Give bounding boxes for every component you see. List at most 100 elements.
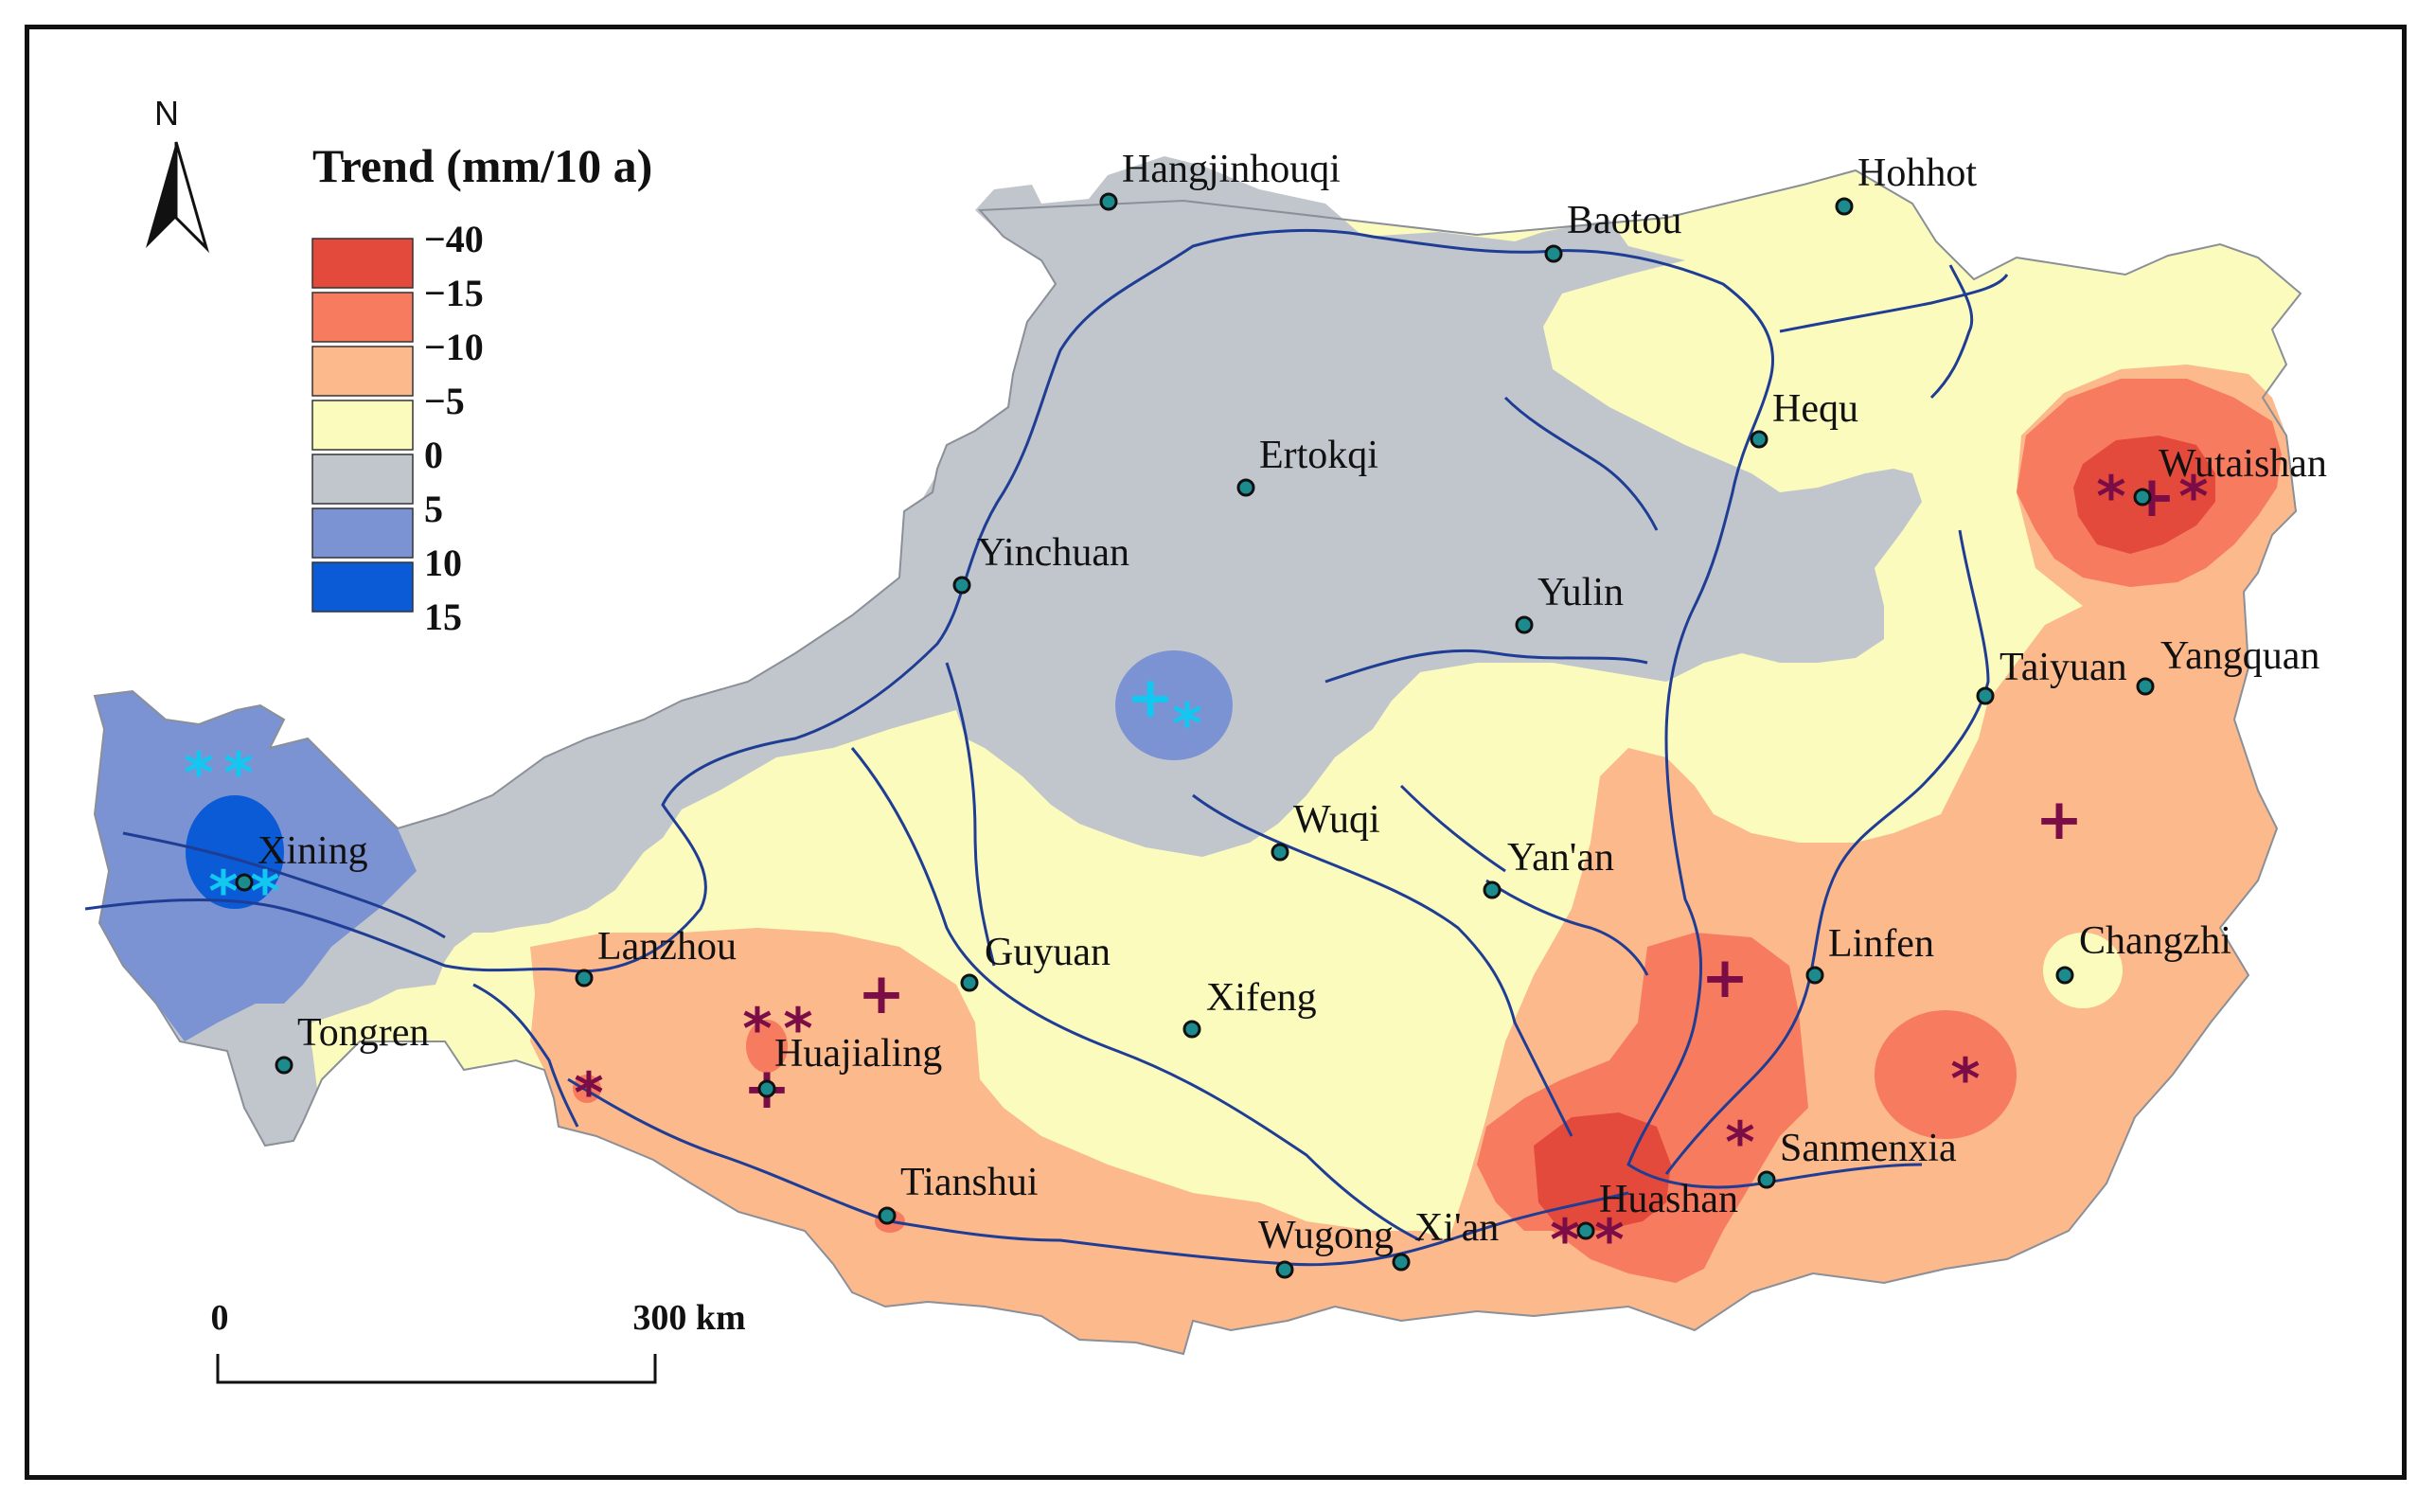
legend-label: −10	[424, 326, 484, 368]
legend-label: −40	[424, 218, 484, 260]
legend: Trend (mm/10 a) −40 −15 −10 −5 0 5 10 15	[311, 139, 652, 638]
jing-river	[850, 747, 1421, 1242]
legend-swatch	[311, 561, 414, 613]
legend-label: 0	[424, 434, 443, 476]
legend-label: 10	[424, 542, 462, 584]
significance-marker: *	[783, 996, 812, 1062]
station-label-xian: Xi'an	[1414, 1206, 1499, 1250]
huangshui-river	[122, 831, 446, 939]
significance-marker: *	[742, 996, 772, 1062]
station-dot-hequ	[1750, 430, 1768, 449]
station-label-baotou: Baotou	[1567, 199, 1681, 242]
zone-grey-yinchuan	[904, 426, 1013, 644]
huluhe-river	[1399, 784, 1506, 873]
legend-swatch	[311, 400, 414, 451]
station-dot-yanan	[1483, 881, 1502, 899]
legend-swatch	[311, 292, 414, 343]
significance-marker: *	[574, 1060, 603, 1127]
zone-orange-huajialing	[746, 1020, 788, 1073]
station-dot-xian	[1392, 1253, 1411, 1272]
station-label-xifeng: Xifeng	[1206, 976, 1317, 1020]
station-label-wutaishan: Wutaishan	[2159, 442, 2327, 486]
qingshui-river	[945, 662, 996, 967]
scale-bar-line	[216, 1354, 657, 1384]
station-dot-hangjinhouqi	[1099, 192, 1118, 211]
scale-end-label: 300 km	[632, 1298, 745, 1338]
map-frame	[25, 25, 2407, 1480]
map-region	[93, 156, 2302, 1356]
station-dot-taiyuan	[1976, 686, 1995, 705]
station-dot-xifeng	[1182, 1020, 1201, 1039]
zone-grey-north	[156, 156, 1922, 1146]
station-dot-hohhot	[1835, 197, 1854, 216]
significance-markers: ++++**********++****	[184, 464, 2208, 1273]
station-dot-lanzhou	[575, 969, 594, 987]
station-label-huajialing: Huajialing	[774, 1032, 942, 1076]
legend-swatch	[311, 238, 414, 289]
significance-marker: *	[1172, 691, 1201, 757]
station-label-hequ: Hequ	[1772, 387, 1858, 431]
yellow-river	[84, 228, 1923, 1189]
wuding-upper	[1503, 396, 1659, 531]
station-label-hohhot: Hohhot	[1857, 151, 1977, 195]
station-dot-yangquan	[2136, 677, 2155, 696]
legend-swatch	[311, 507, 414, 559]
north-arrow-icon	[146, 142, 176, 248]
station-label-sanmenxia: Sanmenxia	[1780, 1127, 1957, 1170]
stations: Hangjinhouqi Baotou Hohhot Hequ Ertokqi Wutai…	[235, 148, 2327, 1279]
station-dot-wutaishan	[2133, 488, 2152, 507]
luo-river	[1192, 793, 1573, 1137]
zone-blue-center	[1115, 650, 1233, 760]
legend-title: Trend (mm/10 a)	[312, 139, 652, 192]
significance-marker: *	[250, 859, 279, 925]
legend-swatch	[311, 454, 414, 505]
significance-marker: *	[1550, 1207, 1579, 1273]
rivers	[84, 228, 2009, 1267]
legend-labels: −40 −15 −10 −5 0 5 10 15	[424, 218, 484, 638]
station-label-yulin: Yulin	[1537, 571, 1624, 614]
significance-marker: +	[1701, 945, 1749, 1011]
zone-yellow-changzhi	[2043, 933, 2123, 1008]
station-label-wuqi: Wuqi	[1293, 798, 1380, 842]
dahei-river	[1779, 274, 2009, 333]
legend-label: 5	[424, 488, 443, 530]
legend-label: 15	[424, 596, 462, 638]
station-label-hangjinhouqi: Hangjinhouqi	[1122, 148, 1341, 191]
station-dot-changzhi	[2055, 966, 2074, 985]
significance-marker: *	[2178, 464, 2208, 530]
significance-marker: +	[2035, 787, 2083, 853]
significance-marker: *	[184, 740, 213, 807]
tao-river	[472, 983, 579, 1128]
station-label-xining: Xining	[258, 829, 368, 873]
zone-lightorange-south	[530, 365, 2296, 1354]
wei-river	[567, 1077, 1629, 1267]
station-dot-huashan	[1576, 1221, 1595, 1240]
station-dot-guyuan	[960, 973, 979, 992]
station-dot-yulin	[1515, 615, 1534, 634]
significance-marker: *	[2096, 464, 2125, 530]
significance-marker: *	[1594, 1207, 1624, 1273]
scale-bar: 0 300 km	[211, 1298, 746, 1384]
station-dot-tongren	[275, 1056, 293, 1075]
station-dot-linfen	[1805, 966, 1824, 985]
station-label-changzhi: Changzhi	[2079, 919, 2231, 963]
yanhe-river	[1485, 879, 1649, 976]
station-label-taiyuan: Taiyuan	[2000, 646, 2127, 689]
significance-marker: +	[858, 961, 905, 1027]
station-label-tianshui: Tianshui	[900, 1161, 1039, 1204]
legend-swatches	[311, 238, 414, 613]
station-label-yinchuan: Yinchuan	[977, 531, 1129, 575]
significance-marker: *	[1725, 1110, 1754, 1176]
station-label-tongren: Tongren	[297, 1011, 429, 1055]
legend-label: −5	[424, 380, 465, 422]
station-dot-wugong	[1275, 1260, 1294, 1279]
wuding-river	[1324, 649, 1648, 684]
zone-grey-tongren	[251, 1004, 317, 1146]
station-dot-tianshui	[878, 1206, 897, 1225]
north-label: N	[154, 94, 179, 133]
station-dot-baotou	[1544, 244, 1563, 263]
station-dot-yinchuan	[952, 576, 971, 595]
legend-label: −15	[424, 272, 484, 314]
station-dot-huajialing	[757, 1079, 776, 1098]
